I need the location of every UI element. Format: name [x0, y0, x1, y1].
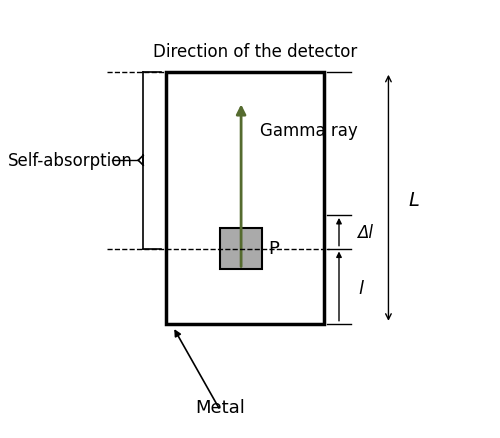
Text: Self-absorption: Self-absorption: [8, 152, 132, 170]
Bar: [166, 72, 324, 324]
Bar: [220, 228, 262, 269]
Text: P: P: [268, 240, 278, 258]
Text: Gamma ray: Gamma ray: [260, 122, 358, 140]
Text: Metal: Metal: [196, 399, 246, 417]
Text: Direction of the detector: Direction of the detector: [153, 43, 357, 61]
Text: L: L: [408, 191, 419, 210]
Text: l: l: [359, 280, 364, 298]
Text: Δl: Δl: [357, 224, 373, 242]
